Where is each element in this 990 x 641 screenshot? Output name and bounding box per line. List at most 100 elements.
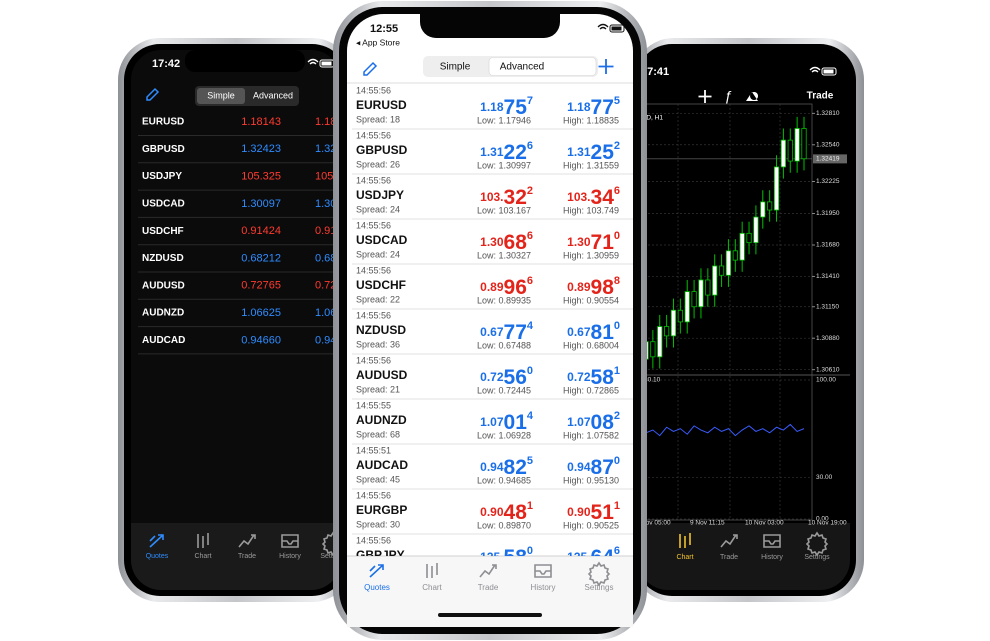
quote-low: Low: 0.89935: [477, 295, 531, 305]
objects-icon[interactable]: [746, 92, 759, 101]
edit-icon[interactable]: [146, 87, 160, 101]
edit-icon[interactable]: [363, 61, 378, 76]
quote-low: Low: 1.17946: [477, 115, 531, 125]
price-fraction: 5: [527, 455, 533, 467]
tab-label[interactable]: Quotes: [364, 583, 390, 592]
quote-low: Low: 0.72445: [477, 385, 531, 395]
price-pips: 82: [504, 456, 527, 479]
back-link[interactable]: ◂ App Store: [356, 37, 400, 47]
price-fraction: 0: [614, 320, 620, 332]
quote-spread: Spread: 68: [356, 429, 400, 439]
tab-label[interactable]: Settings: [320, 553, 346, 560]
y-tick-label: 1.31680: [816, 242, 840, 249]
candle-body: [725, 250, 732, 276]
wifi-icon: [809, 66, 821, 73]
indicator-tick-label: 100.00: [816, 377, 836, 384]
quote-high: High: 0.90554: [563, 295, 619, 305]
quote-row[interactable]: 14:55:56GBPJPYSpread: 66135.580135.646Lo…: [352, 535, 633, 579]
price-pips: 32: [504, 186, 527, 209]
quote-ask: 0.68: [315, 252, 336, 264]
price-fraction: 2: [527, 185, 533, 197]
quote-symbol[interactable]: AUDCAD: [142, 335, 185, 346]
tab-icon: [479, 564, 497, 578]
price-fraction: 1: [527, 500, 533, 512]
quote-spread: Spread: 26: [356, 159, 400, 169]
tab-label[interactable]: History: [531, 583, 556, 592]
price: 0.67774: [480, 320, 534, 344]
quote-time: 14:55:56: [356, 130, 391, 140]
screen: [347, 14, 633, 627]
candle-body: [677, 309, 683, 323]
price-prefix: 0.72: [480, 370, 504, 384]
tab-label[interactable]: History: [279, 553, 301, 560]
quote-symbol[interactable]: USDCHF: [142, 226, 184, 237]
tab-label[interactable]: Trade: [238, 553, 256, 560]
price-fraction: 6: [527, 230, 533, 242]
price-prefix: 103.: [480, 190, 503, 204]
price-pips: 81: [591, 321, 615, 344]
tab-bar: [131, 523, 341, 590]
quote-symbol[interactable]: AUDUSD: [142, 280, 185, 291]
tab-icon: [763, 534, 781, 548]
segment-label[interactable]: Simple: [440, 62, 471, 73]
quote-symbol[interactable]: GBPUSD: [142, 144, 185, 155]
tab-label[interactable]: Chart: [422, 583, 442, 592]
quote-high: High: 1.31559: [563, 160, 619, 170]
segment-label[interactable]: Simple: [207, 90, 235, 100]
tab-label[interactable]: Settings: [585, 583, 614, 592]
quote-symbol[interactable]: AUDNZD: [142, 308, 184, 319]
notch: [185, 50, 305, 72]
price-pips: 58: [591, 366, 615, 389]
quote-symbol[interactable]: USDCAD: [142, 199, 185, 210]
quote-symbol[interactable]: NZDUSD: [142, 253, 184, 264]
price-prefix: 0.72: [567, 370, 591, 384]
plus-icon[interactable]: [698, 90, 712, 103]
price-fraction: 6: [614, 545, 620, 557]
quote-symbol: NZDUSD: [356, 323, 406, 337]
price-pips: 71: [591, 231, 615, 254]
price: 1.31252: [567, 140, 620, 164]
tab-label[interactable]: Quotes: [146, 553, 169, 560]
quote-symbol[interactable]: EURUSD: [142, 117, 184, 128]
tab-label[interactable]: Chart: [676, 554, 693, 561]
candle-body: [650, 341, 656, 358]
price-prefix: 1.30: [567, 235, 591, 249]
plus-icon[interactable]: [598, 59, 614, 74]
price-fraction: 6: [527, 275, 533, 287]
segment-label[interactable]: Advanced: [500, 62, 544, 73]
price-fraction: 5: [614, 95, 620, 107]
price: 135.646: [567, 545, 620, 569]
price-prefix: 1.18: [567, 100, 591, 114]
price-fraction: 7: [527, 95, 533, 107]
candle-body: [787, 139, 793, 162]
segment-label[interactable]: Advanced: [253, 90, 293, 100]
tab-label[interactable]: Trade: [478, 583, 499, 592]
trade-button[interactable]: Trade: [807, 91, 834, 102]
tab-label[interactable]: Settings: [804, 554, 830, 561]
price: 1.31226: [480, 140, 533, 164]
quote-symbol[interactable]: USDJPY: [142, 171, 182, 182]
price-fraction: 4: [527, 320, 534, 332]
tab-label[interactable]: Chart: [194, 553, 211, 560]
price: 103.346: [567, 185, 620, 209]
quote-high: High: 0.72865: [563, 385, 619, 395]
quote-bid: 1.32423: [241, 143, 281, 155]
tab-label[interactable]: History: [761, 554, 783, 561]
tab-label[interactable]: Trade: [720, 554, 738, 561]
quote-low: Low: 1.30997: [477, 160, 531, 170]
wifi-icon: [307, 58, 319, 65]
price-pips: 77: [591, 96, 614, 119]
price-fraction: 2: [614, 410, 620, 422]
tab-icon: [720, 534, 738, 548]
